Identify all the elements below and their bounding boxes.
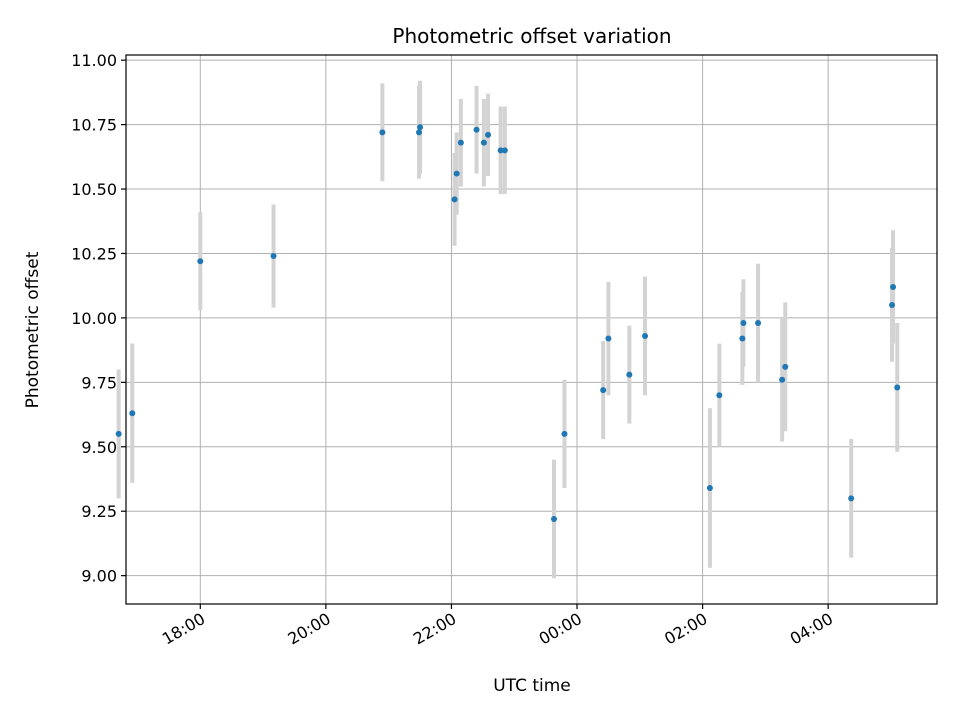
data-point <box>755 320 762 327</box>
data-point <box>889 302 896 309</box>
data-point <box>417 124 424 131</box>
data-point <box>739 335 746 342</box>
y-tick-label: 10.75 <box>71 116 117 135</box>
data-point <box>894 384 901 391</box>
data-point <box>740 320 747 327</box>
y-tick-label: 9.75 <box>81 373 117 392</box>
data-point <box>706 485 713 492</box>
data-point <box>129 410 136 417</box>
data-point <box>115 430 122 437</box>
data-point <box>473 126 480 133</box>
y-tick-label: 10.00 <box>71 309 117 328</box>
data-point <box>600 387 607 394</box>
data-point <box>451 196 458 203</box>
data-point <box>453 170 460 177</box>
data-point <box>779 376 786 383</box>
data-point <box>890 283 897 290</box>
chart-title: Photometric offset variation <box>392 24 671 48</box>
data-point <box>626 371 633 378</box>
grid-layer <box>126 55 937 604</box>
data-point <box>561 430 568 437</box>
y-tick-label: 9.50 <box>81 438 117 457</box>
data-point <box>480 139 487 146</box>
data-point <box>197 258 204 265</box>
y-axis-title: Photometric offset <box>23 251 43 408</box>
data-point <box>716 392 723 399</box>
point-layer <box>115 124 901 522</box>
data-point <box>270 253 277 260</box>
data-point <box>782 363 789 370</box>
y-tick-label: 9.00 <box>81 567 117 586</box>
data-point <box>416 129 423 136</box>
plot-frame <box>125 54 938 605</box>
data-point <box>550 515 557 522</box>
data-point <box>848 495 855 502</box>
y-tick-label: 10.50 <box>71 180 117 199</box>
data-point <box>457 139 464 146</box>
y-tick-label: 11.00 <box>71 51 117 70</box>
data-point <box>501 147 508 154</box>
data-point <box>605 335 612 342</box>
y-tick-label: 10.25 <box>71 244 117 263</box>
x-axis-title: UTC time <box>493 676 571 696</box>
data-point <box>497 147 504 154</box>
data-point <box>485 131 492 138</box>
data-point <box>642 332 649 339</box>
data-point <box>379 129 386 136</box>
y-tick-label: 9.25 <box>81 502 117 521</box>
